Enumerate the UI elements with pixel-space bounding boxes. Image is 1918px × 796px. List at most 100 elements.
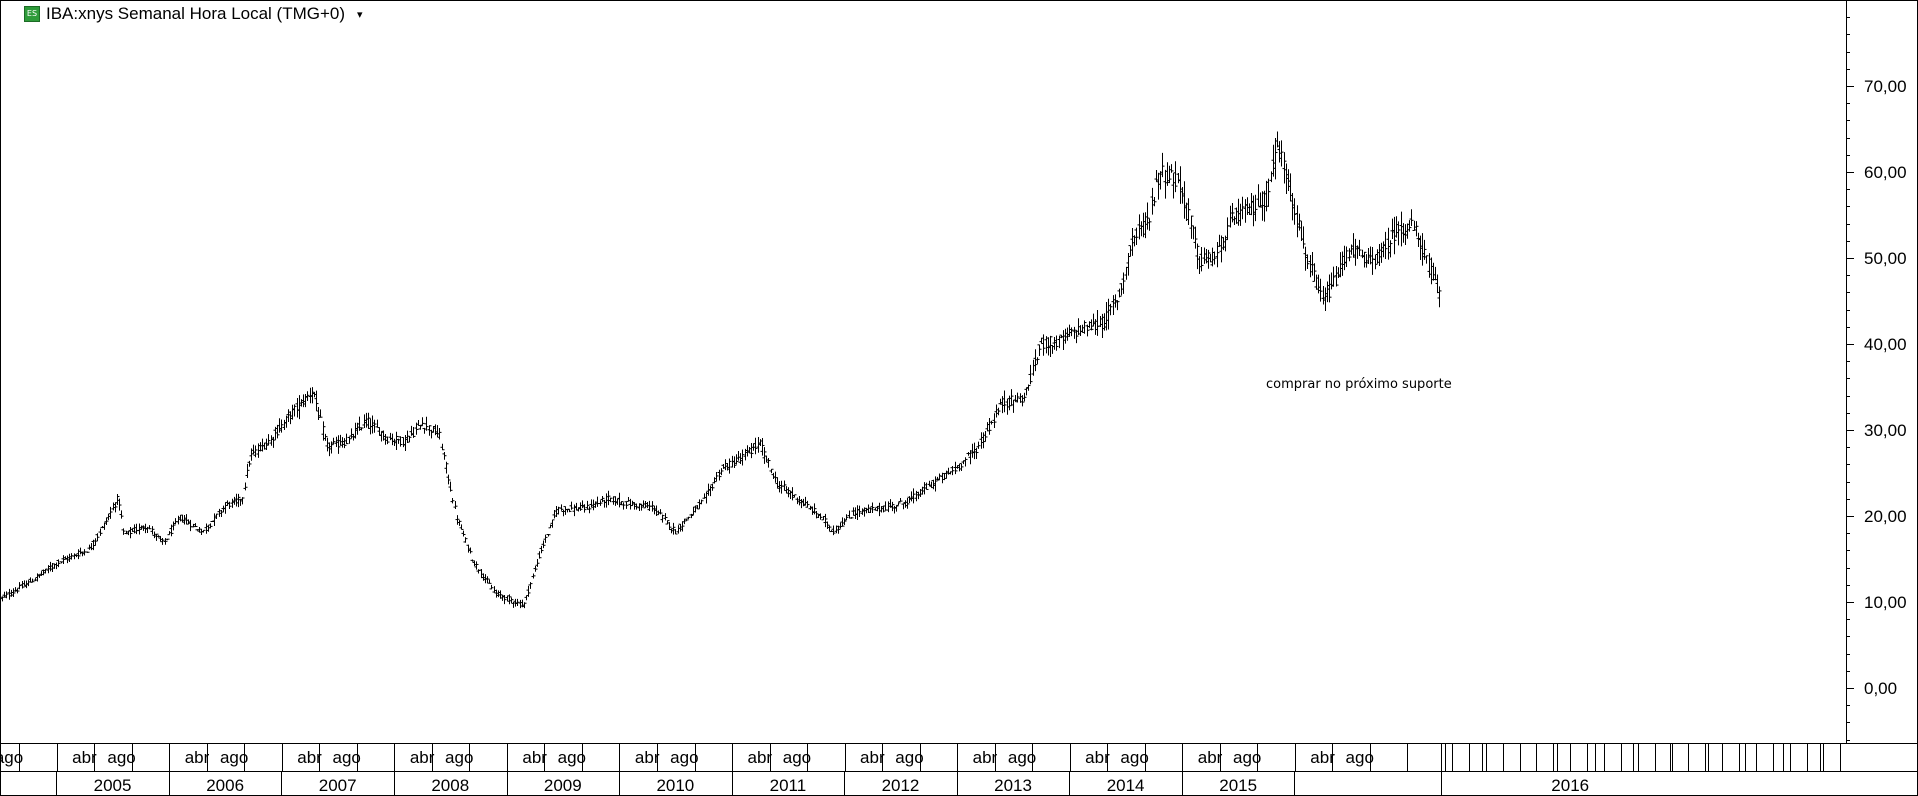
ohlc-bar [487,579,492,584]
ohlc-bar [1347,248,1352,262]
ohlc-bar [1431,262,1436,281]
ohlc-bar [582,504,587,513]
ohlc-bar [1195,243,1200,270]
ohlc-bar [1342,245,1347,271]
ohlc-bar [442,452,447,460]
ohlc-bar [1108,303,1113,316]
ohlc-bar [1169,164,1174,173]
ohlc-bar [985,422,990,432]
ohlc-bar [1191,225,1196,240]
ohlc-bar [1037,344,1042,356]
caret-down-icon[interactable]: ▾ [357,8,363,21]
ohlc-bar [842,518,847,525]
ohlc-bar [1253,194,1258,222]
ohlc-bar [569,501,574,510]
ohlc-bar [617,492,622,508]
ohlc-bar [1167,165,1172,184]
ohlc-bar [379,431,384,442]
year-label: 2005 [94,776,132,795]
ohlc-bar [524,595,529,601]
ohlc-bar [1373,254,1378,270]
ohlc-bar [1024,387,1029,396]
ohlc-bar [297,395,302,420]
ohlc-bar [537,551,542,559]
ohlc-bar [732,456,737,468]
ohlc-bar [1429,257,1434,285]
ohlc-bar [238,498,243,506]
ohlc-bar [61,555,66,565]
ohlc-bar [1407,220,1412,232]
ohlc-bar [353,422,358,439]
ohlc-bar [485,576,490,584]
ohlc-bar [305,391,310,401]
ohlc-bar [1355,245,1360,259]
ohlc-bar [719,468,724,476]
ohlc-bar [901,503,906,510]
ohlc-bar [171,521,176,531]
ohlc-bar [1117,288,1122,298]
ohlc-bar [914,490,919,502]
ohlc-bar [1243,199,1248,223]
month-label: abr [1085,748,1110,767]
month-label: ago [220,748,248,767]
ohlc-bar [641,500,646,508]
ohlc-bar [1141,212,1146,238]
ohlc-bar [470,559,475,562]
ohlc-bar [303,393,308,408]
ohlc-bar [1206,249,1211,269]
ohlc-bar [1412,220,1417,231]
ohlc-bar [286,409,291,423]
ohlc-bar [821,515,826,521]
ohlc-bar [784,486,789,494]
ohlc-bar [535,558,540,567]
ohlc-bar [613,496,618,506]
price-area [0,131,1442,609]
ohlc-bar [862,507,867,517]
ohlc-bar [366,412,371,429]
ohlc-bar [660,514,665,523]
ohlc-bar [823,513,828,528]
ohlc-bar [492,586,497,593]
ohlc-bar [336,435,341,454]
ohlc-bar [518,599,523,609]
year-label: 2016 [1551,776,1589,795]
ohlc-bar [377,427,382,436]
ohlc-bar [543,534,548,543]
ohlc-bar [440,443,445,451]
ohlc-bar [331,437,336,445]
ohlc-bar [472,560,477,567]
ohlc-bar [290,404,295,420]
ohlc-bar [1394,216,1399,238]
ohlc-bar [1147,218,1152,231]
ohlc-bar [1126,253,1131,276]
ohlc-bar [1210,247,1215,267]
ohlc-bar [1091,313,1096,327]
ohlc-bar [695,505,700,510]
ohlc-bar [1305,254,1310,270]
year-label: 2011 [770,776,807,795]
ohlc-bar [1249,193,1254,216]
month-label: ago [783,748,811,767]
ohlc-bar [1186,198,1191,225]
ohlc-bar [775,477,780,489]
month-label: abr [522,748,547,767]
ohlc-bar [1044,336,1049,354]
exchange-badge-icon: ES [24,6,40,22]
chart-header[interactable]: ES IBA:xnys Semanal Hora Local (TMG+0) ▾ [24,2,363,26]
ohlc-bar [1277,141,1282,163]
ohlc-bar [357,416,362,431]
ohlc-bar [1275,131,1280,148]
ohlc-bar [539,545,544,554]
month-label: ago [0,748,23,767]
ohlc-bar [1379,242,1384,263]
month-label: ago [895,748,923,767]
ohlc-bar [827,525,832,532]
ohlc-bar [771,472,776,479]
ohlc-bar [117,498,122,511]
ohlc-bar [608,497,613,503]
ohlc-bar [812,503,817,515]
ohlc-bar [905,498,910,509]
ohlc-bar [1178,166,1183,204]
ohlc-bar [782,480,787,491]
ohlc-bar [1063,328,1068,344]
